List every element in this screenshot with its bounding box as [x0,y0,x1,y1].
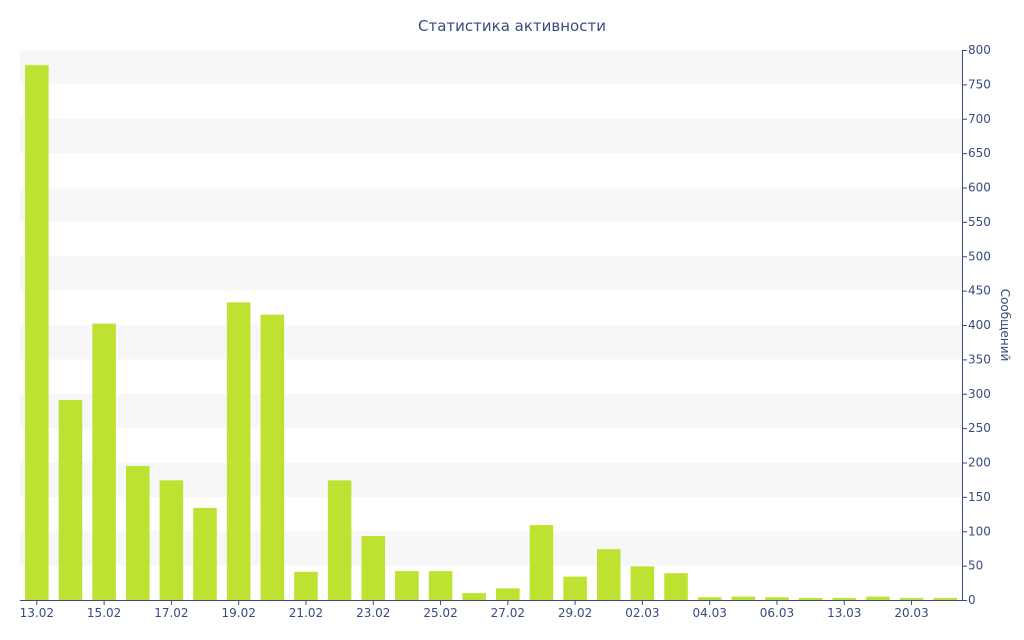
x-tick-label: 17.02 [154,606,188,620]
x-tick-label: 27.02 [491,606,525,620]
bar [664,573,688,600]
x-tick-label: 29.02 [558,606,592,620]
bar [697,597,722,600]
grid-band [20,256,962,291]
x-axis-ticks: 13.02 15.02 17.02 19.02 21.02 23.02 25.02 27.02… [20,600,929,620]
y-tick-label: 700 [968,112,991,126]
bar [260,314,285,600]
grid-band [20,50,962,85]
y-tick-label: 100 [968,524,991,538]
x-tick-label: 02.03 [625,606,659,620]
y-tick-label: 50 [968,559,983,573]
bar [563,576,587,600]
y-tick-label: 500 [968,249,991,263]
bar [731,596,756,600]
x-tick-label: 20.03 [894,606,928,620]
bar [361,536,386,600]
y-tick-label: 300 [968,387,991,401]
bar [596,549,621,600]
bar [327,480,352,600]
grid-band [20,187,962,222]
bar [25,65,49,600]
bar [798,597,823,600]
x-tick-label: 13.02 [20,606,54,620]
grid-band [20,118,962,154]
y-tick-label: 600 [968,181,991,195]
y-tick-label: 800 [968,43,991,57]
bar [866,596,890,600]
bar [159,480,184,600]
bar [529,525,554,600]
x-tick-label: 21.02 [289,606,323,620]
bar [630,566,655,600]
bar [462,593,486,600]
x-tick-label: 04.03 [692,606,726,620]
bar [899,597,924,600]
bar [226,302,251,600]
y-tick-label: 150 [968,490,991,504]
x-tick-label: 13.03 [827,606,861,620]
bar [832,597,857,600]
bar [92,323,116,600]
y-axis-label: Сообщений [998,289,1012,362]
bar [395,571,419,600]
bar [58,399,83,600]
y-tick-label: 750 [968,77,991,91]
y-axis-ticks: 0 50 100 150 200 250 300 350 400 450 500 550 600 650 7… [962,43,991,607]
y-tick-label: 450 [968,284,991,298]
y-tick-label: 0 [968,593,976,607]
bar [125,465,150,600]
y-tick-label: 250 [968,421,991,435]
bars [25,65,957,600]
y-tick-label: 200 [968,456,991,470]
chart-title: Статистика активности [418,17,606,35]
x-tick-label: 15.02 [87,606,121,620]
grid-band [20,325,962,360]
x-tick-label: 25.02 [423,606,457,620]
y-tick-label: 350 [968,352,991,366]
bar [765,597,789,600]
bar [193,507,217,600]
grid-band [20,393,962,429]
bar [496,588,520,600]
bar [933,597,957,600]
y-tick-label: 400 [968,318,991,332]
x-tick-label: 19.02 [221,606,255,620]
grid-bands [20,50,962,566]
x-tick-label: 23.02 [356,606,390,620]
bar [428,571,453,600]
bar [294,571,318,600]
y-tick-label: 650 [968,146,991,160]
y-tick-label: 550 [968,215,991,229]
x-tick-label: 06.03 [760,606,794,620]
